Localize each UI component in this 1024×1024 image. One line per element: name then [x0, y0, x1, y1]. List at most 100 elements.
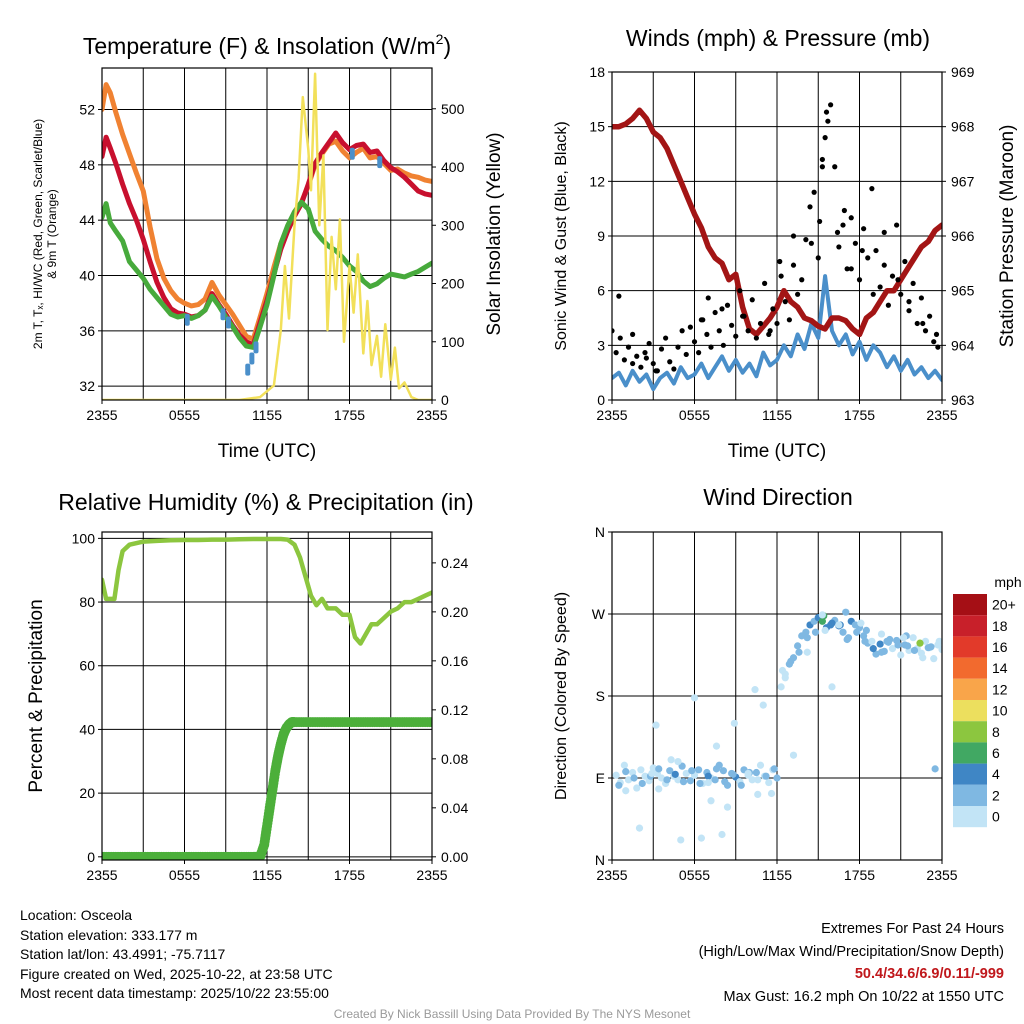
gust-point [671, 366, 677, 372]
x-tick-label: 1155 [762, 407, 792, 423]
gust-point [643, 355, 649, 361]
hi-wc-mark [184, 313, 190, 326]
direction-point [924, 644, 932, 652]
direction-point [657, 774, 666, 782]
series-line-td [102, 199, 432, 350]
gust-point [865, 255, 871, 261]
gust-point [782, 299, 788, 305]
x-tick-label: 0555 [169, 407, 200, 423]
y2-tick-label: 200 [441, 276, 465, 292]
direction-point [767, 789, 776, 798]
legend-label: 4 [992, 766, 1000, 782]
direction-point [615, 781, 623, 789]
legend-swatch [953, 806, 987, 828]
gust-point [675, 344, 681, 350]
direction-point [655, 765, 663, 773]
winds-pressure-panel: 2355 0555 1155 1755 235503691215189639649659… [553, 25, 1018, 462]
gust-point [870, 291, 876, 297]
gust-point [704, 331, 710, 337]
direction-point [704, 772, 712, 780]
series-line-sonic-wind [612, 274, 942, 392]
gust-point [885, 302, 891, 308]
direction-point [682, 769, 690, 778]
gust-point [873, 247, 879, 254]
gust-point [910, 280, 916, 286]
gust-point [922, 328, 929, 334]
gust-point [856, 277, 863, 283]
gust-point [653, 368, 659, 374]
gust-point [757, 320, 764, 327]
y-tick-label: 80 [79, 594, 95, 610]
direction-point [787, 657, 795, 665]
direction-point [697, 834, 705, 842]
extremes-heading: Extremes For Past 24 Hours [821, 921, 1004, 937]
plot-frame [101, 67, 433, 401]
x-tick-label: 1755 [334, 867, 365, 883]
direction-point [781, 670, 789, 678]
direction-point [754, 790, 762, 799]
x-tick-label: 1155 [252, 407, 282, 423]
gust-point [616, 293, 622, 299]
y2-tick-label: 100 [441, 334, 465, 350]
max-gust: Max Gust: 16.2 mph On 10/22 at 1550 UTC [723, 988, 1004, 1005]
plot-frame [101, 531, 433, 861]
plot-area [102, 72, 432, 400]
gust-point [914, 320, 920, 327]
direction-point [904, 642, 912, 650]
y2-tick-label: 0.16 [441, 653, 468, 669]
direction-point [821, 626, 829, 635]
hi-wc-mark [249, 352, 255, 365]
gust-point [815, 255, 821, 261]
x-tick-label: 2355 [416, 407, 447, 423]
y-tick-label: 3 [597, 337, 605, 353]
x-tick-label: 0555 [679, 867, 710, 883]
x-tick-label: 2355 [926, 867, 957, 883]
direction-point [762, 772, 770, 780]
gust-point [762, 280, 768, 286]
y-axis-label: Direction (Colored By Speed) [553, 592, 570, 800]
x-tick-label: 0555 [679, 407, 710, 423]
gust-point [667, 359, 673, 365]
legend-label: 20+ [992, 597, 1016, 613]
x-tick-label: 2355 [86, 407, 117, 423]
direction-point [930, 655, 938, 663]
hi-wc-mark [377, 156, 383, 169]
y2-tick-label: 0.00 [441, 849, 468, 865]
y2-tick-label: 400 [441, 159, 465, 175]
gust-point [612, 328, 615, 334]
gust-point [823, 109, 830, 115]
direction-point [842, 608, 850, 616]
precip-point [427, 717, 432, 728]
direction-point [789, 751, 798, 759]
gust-point [777, 258, 783, 265]
legend-swatch [953, 763, 987, 785]
direction-point [690, 694, 699, 702]
series-line-station-pressure [612, 107, 942, 338]
direction-point [811, 628, 820, 636]
gust-point [828, 102, 834, 108]
direction-point [756, 761, 765, 769]
direction-point [721, 778, 729, 786]
title-text: Temperature (F) & Insolation (W/m [83, 33, 436, 59]
legend-swatch [953, 636, 987, 658]
direction-point [773, 774, 781, 782]
footer-credit: Created By Nick Bassill Using Data Provi… [333, 1007, 691, 1021]
direction-point [751, 686, 759, 694]
direction-point [839, 628, 847, 636]
legend-swatch [953, 678, 987, 700]
gust-point [807, 204, 813, 210]
gust-point [625, 344, 632, 350]
direction-point [679, 778, 688, 786]
direction-point [711, 776, 719, 784]
y-tick-label: 15 [589, 119, 605, 135]
plot-area [612, 102, 942, 392]
direction-point [894, 641, 902, 649]
y-tick-label: 12 [589, 173, 605, 189]
gust-point [778, 273, 784, 279]
direction-point [688, 767, 696, 775]
y-axis-label-line1: 2m T, Tₓ, HI/WC (Red, Green, Scarlet/Blu… [31, 119, 45, 349]
gust-point [630, 360, 636, 367]
y-tick-label: 40 [79, 268, 95, 284]
station-info: Location: Osceola Station elevation: 333… [20, 906, 333, 1004]
gust-point [767, 328, 773, 334]
